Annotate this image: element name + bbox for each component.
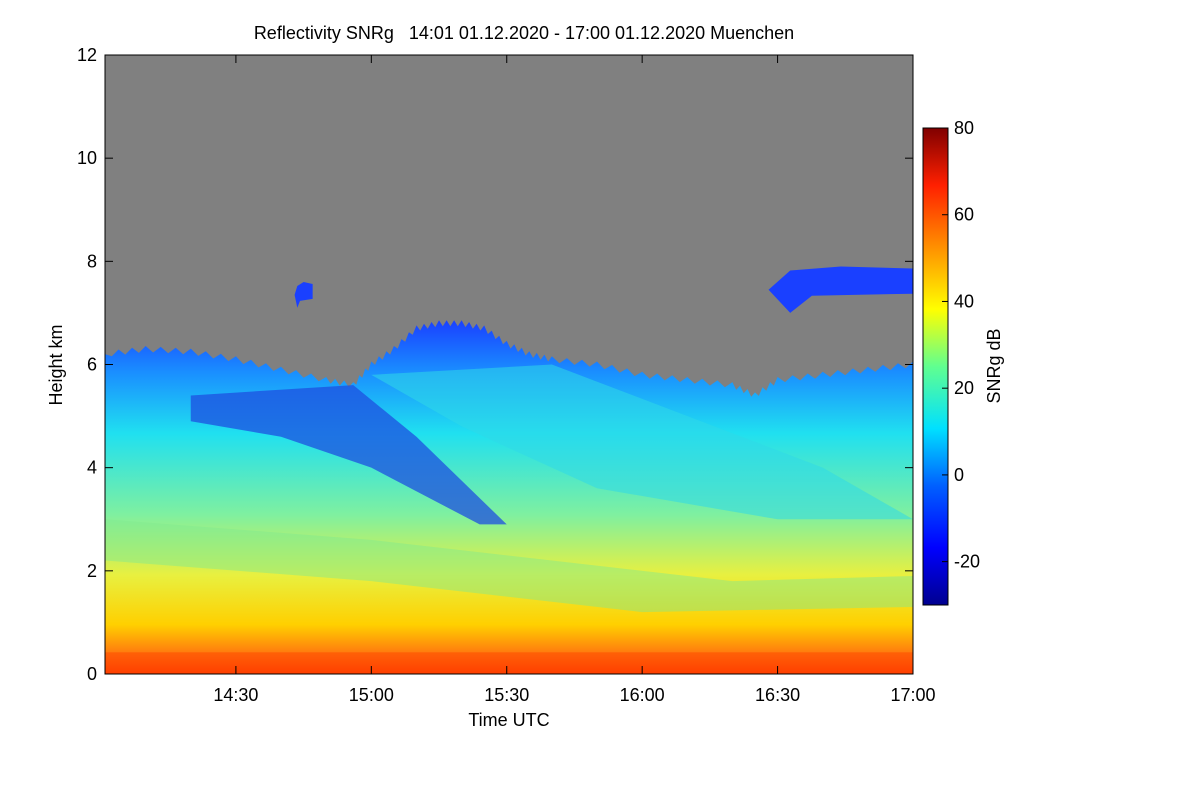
y-tick-label: 6 (87, 355, 97, 375)
colorbar (922, 127, 949, 606)
colorbar-tick-label: 80 (954, 118, 974, 138)
x-tick-label: 15:30 (484, 685, 529, 705)
upper-cloud-patch (294, 281, 313, 308)
y-tick-label: 8 (87, 251, 97, 271)
y-tick-label: 2 (87, 561, 97, 581)
heatmap-field (105, 266, 913, 674)
colorbar-tick-label: 20 (954, 378, 974, 398)
x-tick-label: 15:00 (349, 685, 394, 705)
ground-layer (105, 652, 913, 674)
x-tick-label: 14:30 (213, 685, 258, 705)
colorbar-tick-label: -20 (954, 552, 980, 572)
y-axis-label: Height km (46, 324, 66, 405)
colorbar-tick-label: 0 (954, 465, 964, 485)
y-tick-label: 12 (77, 45, 97, 65)
y-tick-label: 0 (87, 664, 97, 684)
green-band (105, 519, 913, 613)
y-tick-label: 4 (87, 458, 97, 478)
y-tick-label: 10 (77, 148, 97, 168)
y-axis: 0 2 4 6 8 10 12 (77, 45, 913, 684)
x-axis: 14:30 15:00 15:30 16:00 16:30 17:00 (213, 55, 936, 705)
x-tick-label: 16:00 (620, 685, 665, 705)
x-axis-label: Time UTC (468, 710, 549, 730)
colorbar-tick-label: 40 (954, 291, 974, 311)
x-tick-label: 16:30 (755, 685, 800, 705)
colorbar-label: SNRg dB (984, 328, 1004, 403)
colorbar-axis: -20 0 20 40 60 80 (942, 118, 980, 572)
upper-cloud-patches (294, 266, 913, 313)
fallstreak-band (190, 385, 507, 525)
upper-cloud-patch (768, 266, 913, 313)
colorbar-tick-label: 60 (954, 205, 974, 225)
fallstreak-mid (371, 364, 913, 520)
x-tick-label: 17:00 (890, 685, 935, 705)
chart-title: Reflectivity SNRg 14:01 01.12.2020 - 17:… (254, 23, 794, 43)
